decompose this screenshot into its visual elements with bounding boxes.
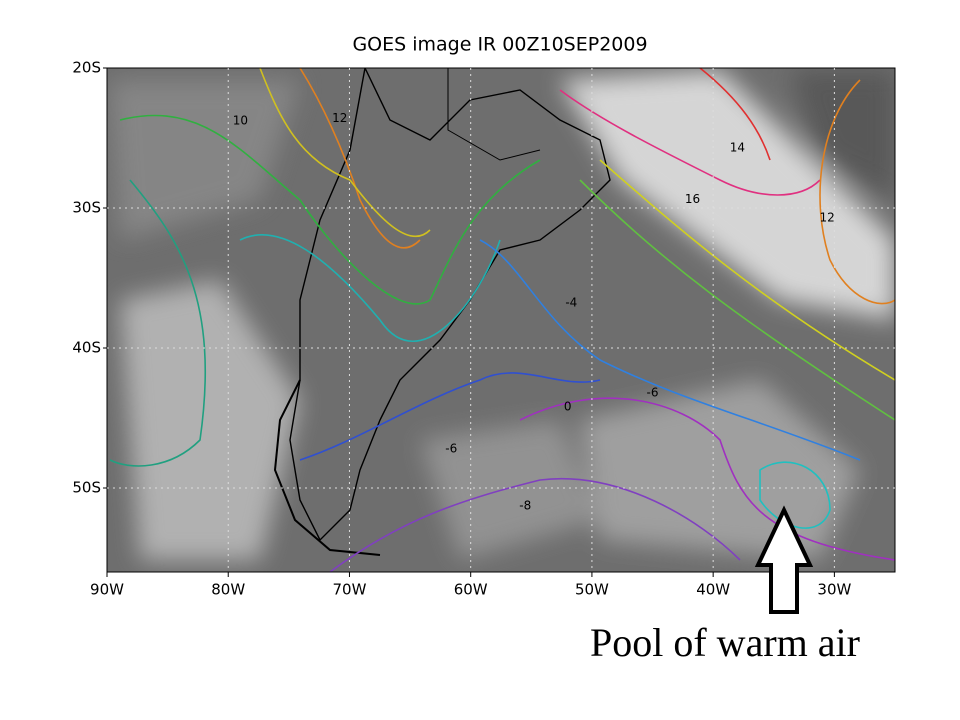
x-tick-label: 70W xyxy=(333,581,367,599)
axes: 90W 80W 70W 60W 50W 40W 30W 20S 30S 40S 50S 10 12 14 1… xyxy=(72,59,895,599)
x-tick-label: 40W xyxy=(696,581,730,599)
y-tick-label: 20S xyxy=(72,59,101,77)
contour-label: 12 xyxy=(332,111,347,125)
annotation: Pool of warm air xyxy=(590,620,860,665)
contour-label: 16 xyxy=(685,192,700,206)
contours xyxy=(109,68,895,572)
y-tick-label: 50S xyxy=(72,479,101,497)
clouds xyxy=(110,70,895,560)
x-tick-label: 80W xyxy=(211,581,245,599)
x-tick-label: 60W xyxy=(454,581,488,599)
contour-label: -6 xyxy=(647,385,659,399)
border xyxy=(447,68,541,161)
x-tick-label: 50W xyxy=(575,581,609,599)
contour-label: 0 xyxy=(564,399,572,413)
contour-label: -6 xyxy=(445,441,457,455)
arrow xyxy=(754,505,814,614)
contour-label: -4 xyxy=(565,296,577,310)
contour-label: 14 xyxy=(730,140,745,154)
map-title: GOES image IR 00Z10SEP2009 xyxy=(352,34,647,56)
contour-label: 10 xyxy=(233,114,248,128)
map-frame xyxy=(106,67,896,573)
x-tick-label: 30W xyxy=(817,581,851,599)
y-tick-label: 40S xyxy=(72,339,101,357)
contour-label: 12 xyxy=(819,210,834,224)
map-image xyxy=(107,68,895,572)
fjords xyxy=(273,379,381,556)
contour-label: -8 xyxy=(519,499,531,513)
x-tick-label: 90W xyxy=(90,581,124,599)
y-tick-label: 30S xyxy=(72,199,101,217)
